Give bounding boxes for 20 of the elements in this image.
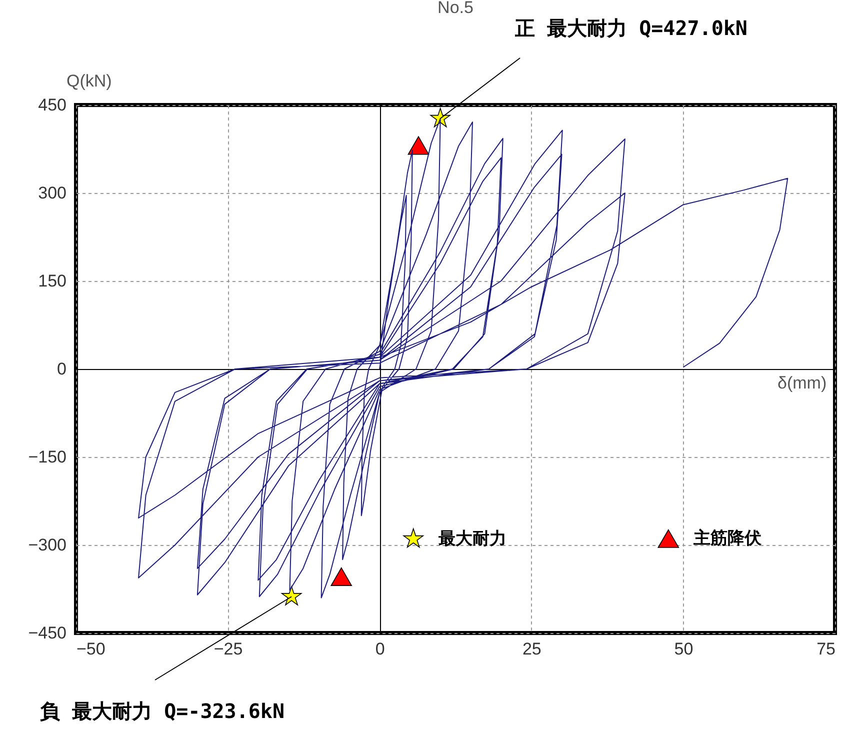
chart-title: No.5 xyxy=(438,0,474,17)
y-tick-label: 450 xyxy=(38,96,66,114)
x-tick-label: 50 xyxy=(674,640,694,658)
x-tick-label: −50 xyxy=(76,640,106,658)
x-tick-label: 25 xyxy=(522,640,542,658)
annotation: 正 最大耐力 Q=427.0kN xyxy=(514,16,748,40)
legend-label: 主筋降伏 xyxy=(692,528,762,549)
y-tick-label: 300 xyxy=(38,184,66,202)
legend-label: 最大耐力 xyxy=(437,528,506,549)
y-axis-title: Q(kN) xyxy=(66,72,112,90)
x-axis-title: δ(mm) xyxy=(778,374,827,392)
y-tick-label: −450 xyxy=(28,624,66,642)
x-tick-label: −25 xyxy=(214,640,243,658)
y-tick-label: −300 xyxy=(28,536,66,554)
annotation: 負 最大耐力 Q=-323.6kN xyxy=(40,699,284,723)
x-tick-label: 75 xyxy=(816,640,836,658)
y-tick-label: 150 xyxy=(38,272,66,290)
y-tick-label: 0 xyxy=(57,360,66,378)
y-tick-label: −150 xyxy=(28,448,66,466)
x-tick-label: 0 xyxy=(375,640,385,658)
